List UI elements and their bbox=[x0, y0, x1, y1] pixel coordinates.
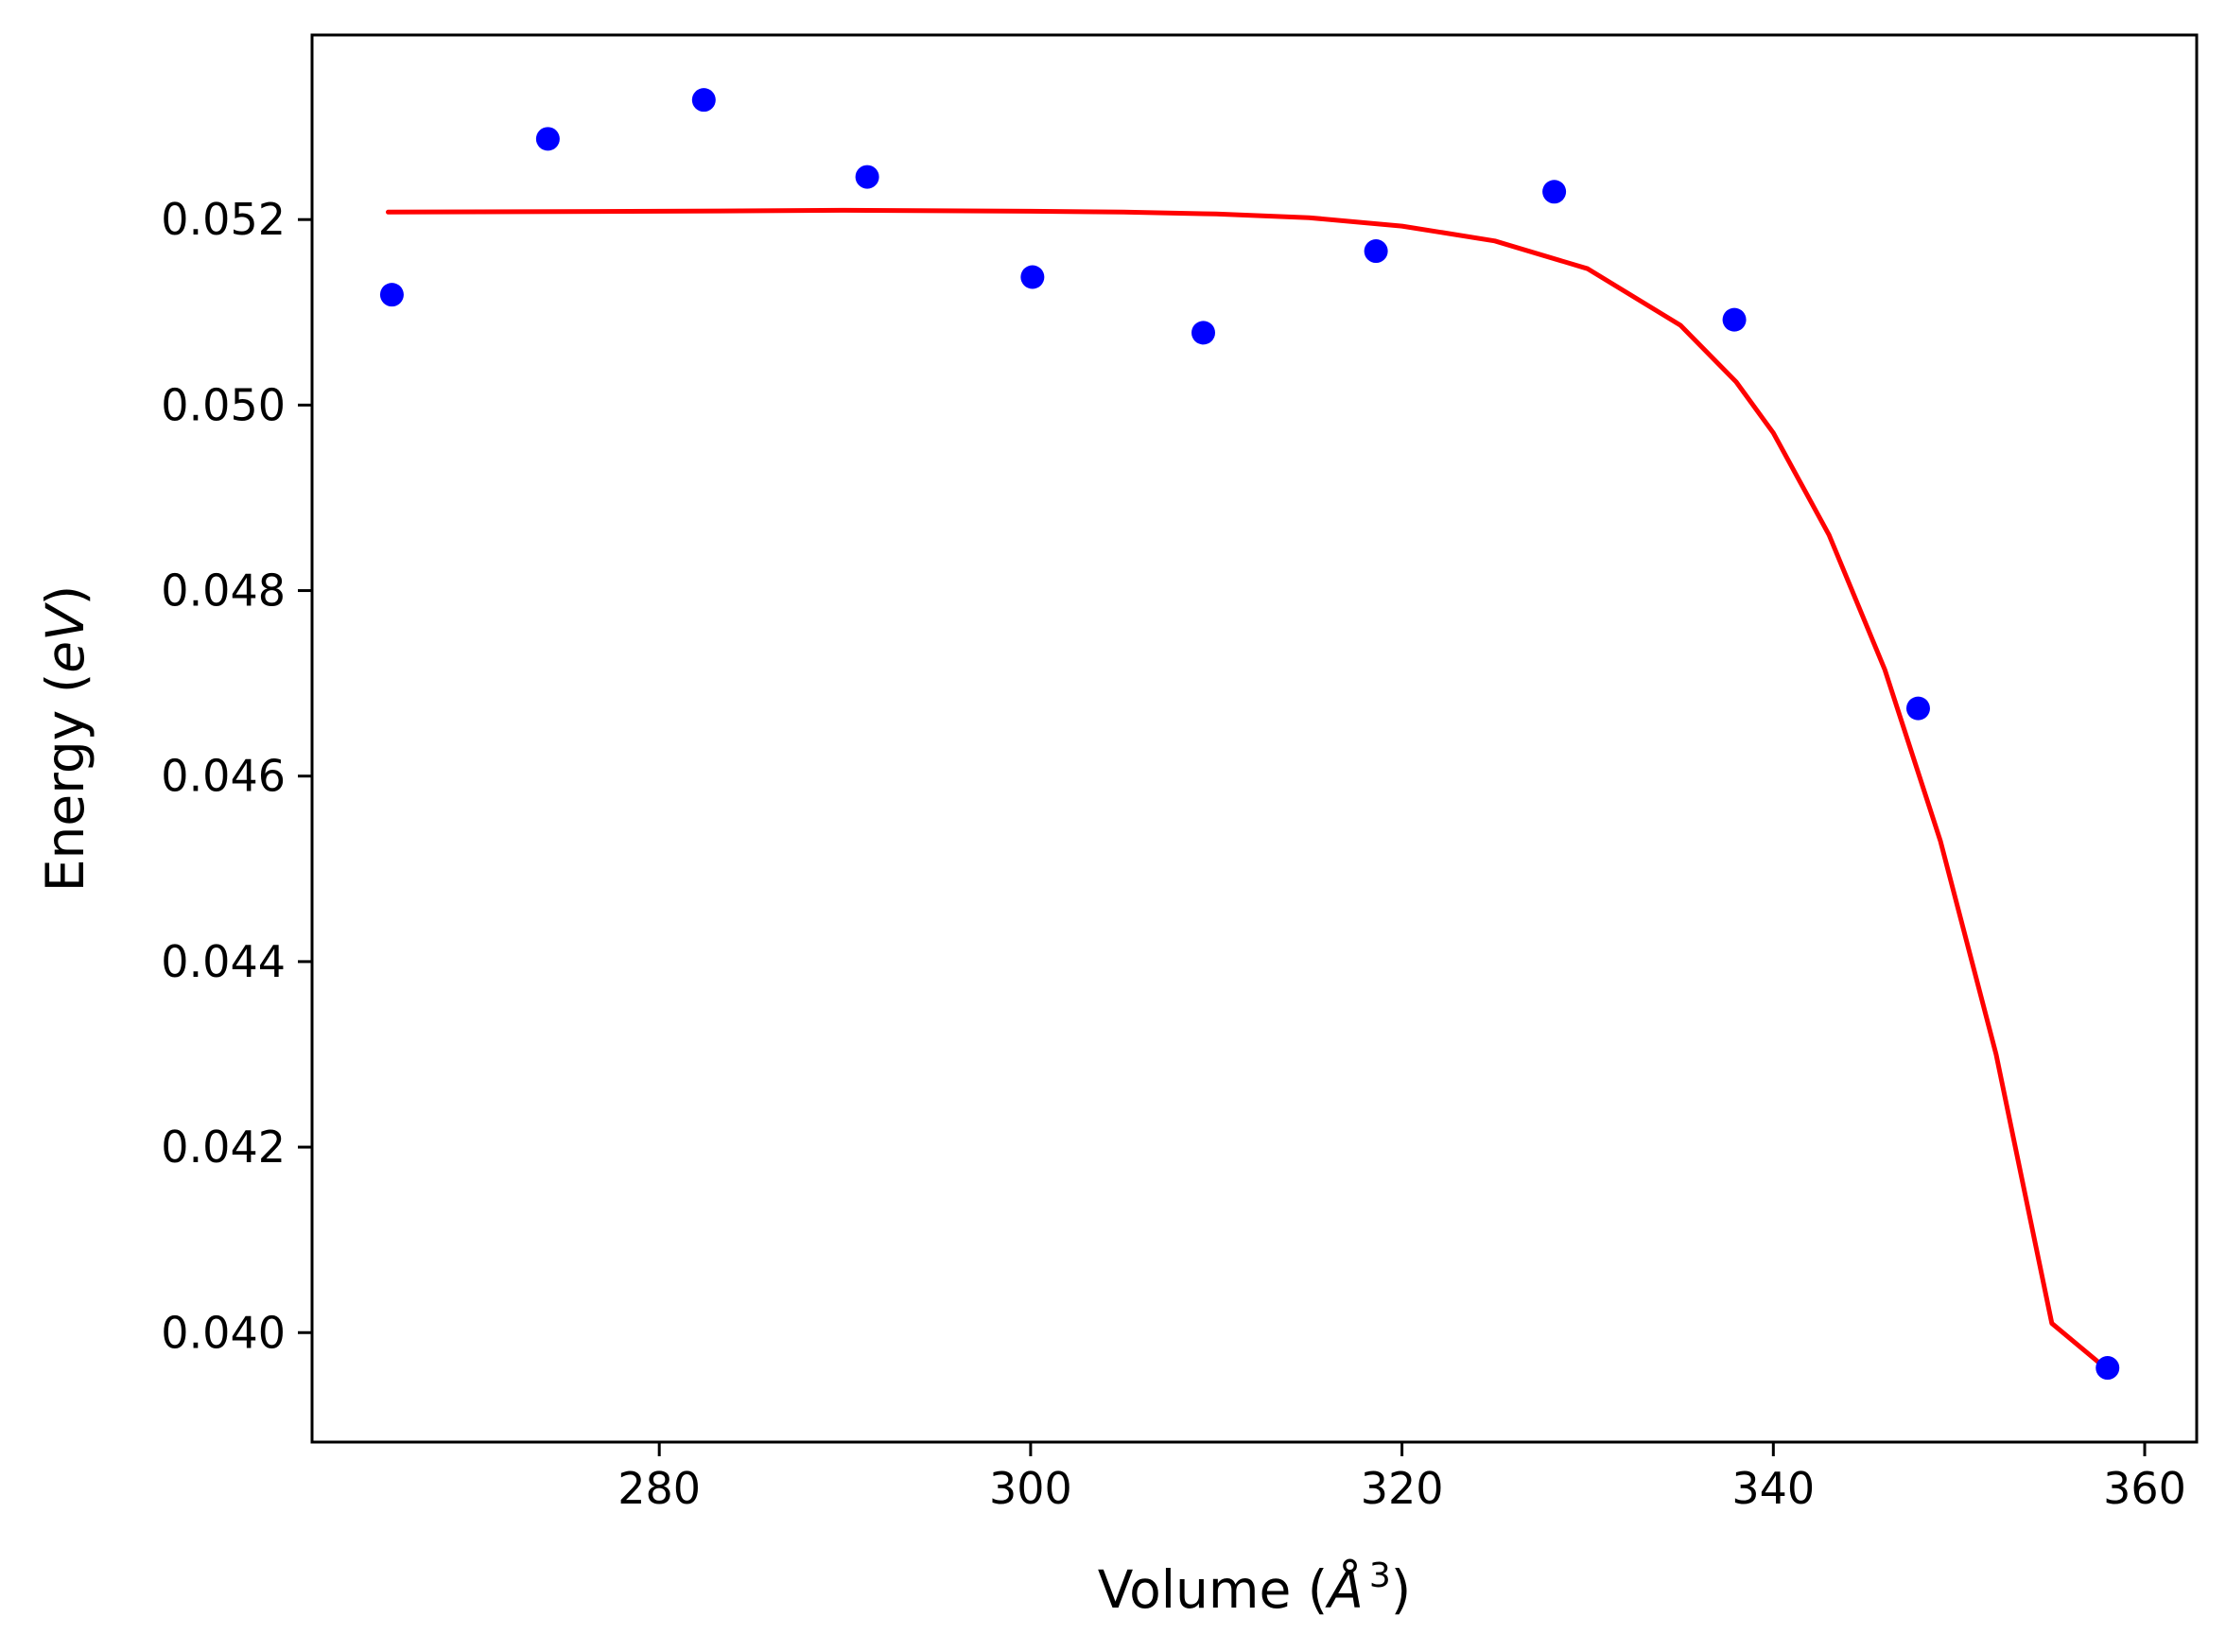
x-axis-ticks: 280 300 320 340 360 bbox=[617, 1442, 2186, 1514]
data-point bbox=[691, 88, 716, 113]
y-tick-label: 0.042 bbox=[161, 1122, 286, 1173]
x-tick-label: 340 bbox=[1731, 1463, 1815, 1514]
data-point bbox=[855, 165, 879, 189]
data-point bbox=[379, 283, 404, 307]
x-tick-label: 300 bbox=[989, 1463, 1072, 1514]
axes-background bbox=[312, 35, 2197, 1442]
y-tick-label: 0.040 bbox=[161, 1307, 286, 1358]
plot-area bbox=[312, 35, 2197, 1442]
y-tick-label: 0.052 bbox=[161, 194, 286, 245]
fit-curve-line bbox=[386, 207, 2111, 1372]
y-tick-label: 0.048 bbox=[161, 565, 286, 617]
x-tick-label: 280 bbox=[617, 1463, 701, 1514]
y-tick-label: 0.050 bbox=[161, 379, 286, 430]
fit-curve-layer bbox=[386, 207, 2111, 1372]
y-tick-label: 0.046 bbox=[161, 751, 286, 802]
y-axis-title-unit: eV bbox=[35, 602, 96, 673]
data-point bbox=[1722, 307, 1747, 332]
data-point bbox=[1542, 180, 1567, 204]
y-axis-ticks: 0.040 0.042 0.044 0.046 0.048 0.050 0.052 bbox=[161, 194, 312, 1358]
data-point bbox=[1191, 321, 1216, 345]
data-point bbox=[1364, 239, 1388, 264]
x-axis-title-prefix: Volume ( bbox=[1098, 1559, 1329, 1620]
y-axis-title: Energy (eV) bbox=[35, 585, 96, 892]
axes-frame bbox=[310, 33, 2199, 1444]
data-point bbox=[1905, 696, 1930, 721]
data-point bbox=[1020, 265, 1045, 289]
x-tick-label: 360 bbox=[2103, 1463, 2186, 1514]
data-point bbox=[2096, 1356, 2120, 1381]
x-tick-label: 320 bbox=[1361, 1463, 1444, 1514]
data-points-layer bbox=[379, 88, 2120, 1381]
x-axis-title-unit: Å bbox=[1325, 1558, 1364, 1620]
x-axis-title-suffix: ) bbox=[1391, 1559, 1411, 1620]
y-axis-title-suffix: ) bbox=[35, 585, 96, 605]
y-tick-label: 0.044 bbox=[161, 936, 286, 987]
x-axis-title-exponent: 3 bbox=[1369, 1556, 1391, 1595]
data-point bbox=[535, 127, 560, 151]
y-axis-title-prefix: Energy ( bbox=[35, 673, 96, 893]
x-axis-title: Volume (Å 3) bbox=[1098, 1556, 1412, 1620]
